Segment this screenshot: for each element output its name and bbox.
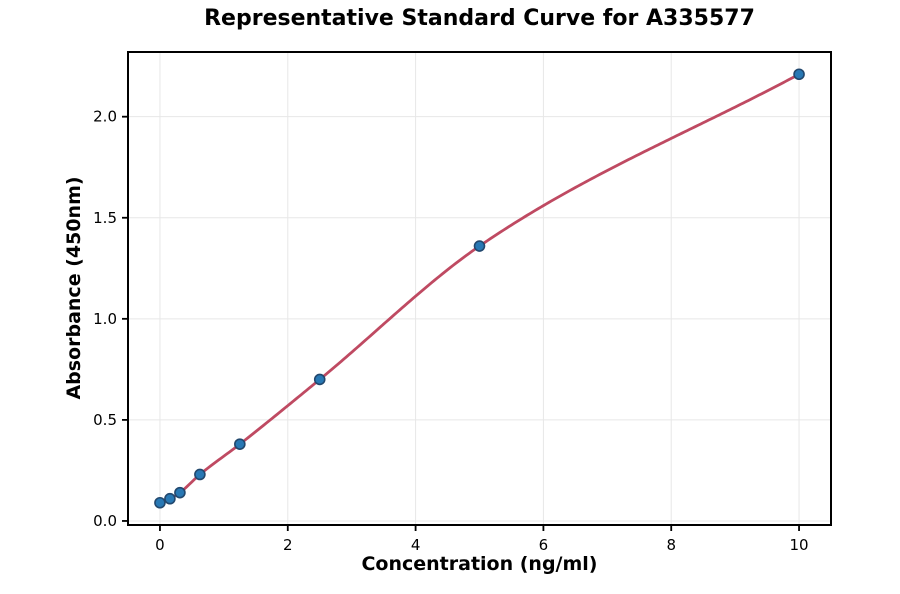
data-point: [234, 438, 246, 450]
x-axis-label: Concentration (ng/ml): [361, 553, 598, 575]
x-tick-label: 10: [789, 536, 808, 554]
y-tick-label: 0.5: [93, 411, 117, 429]
y-tick-label: 1.0: [93, 310, 117, 328]
data-point: [164, 492, 176, 505]
y-tick-label: 1.5: [93, 209, 117, 227]
y-tick-label: 2.0: [93, 108, 117, 126]
data-point: [793, 68, 805, 81]
x-tick-label: 6: [539, 536, 549, 554]
chart-title: Representative Standard Curve for A33557…: [204, 6, 755, 31]
fit-curve: [158, 72, 801, 505]
data-point: [313, 373, 326, 386]
x-tick-label: 8: [666, 536, 676, 554]
data-point: [473, 240, 486, 252]
data-point: [194, 468, 206, 481]
data-point: [154, 496, 166, 509]
x-tick-label: 2: [283, 536, 293, 554]
plot-border: [127, 51, 832, 526]
y-tick-label: 0.0: [93, 512, 117, 530]
x-tick-label: 4: [411, 536, 421, 554]
x-tick-label: 0: [155, 536, 165, 554]
data-point: [174, 486, 186, 499]
